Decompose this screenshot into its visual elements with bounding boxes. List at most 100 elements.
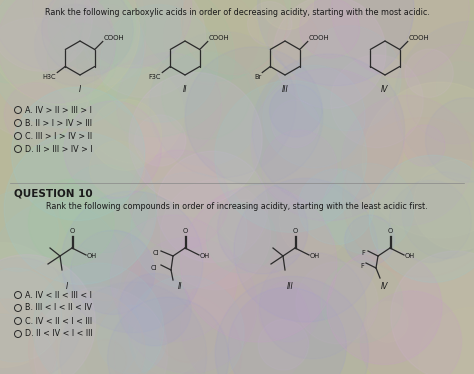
Circle shape [228,287,346,374]
Text: III: III [282,85,288,94]
Circle shape [91,99,162,171]
Circle shape [129,73,262,206]
Circle shape [0,0,115,103]
Text: F: F [361,250,365,256]
Circle shape [332,0,469,77]
Circle shape [121,237,257,373]
Circle shape [59,165,148,253]
Circle shape [300,0,360,58]
Circle shape [33,263,164,374]
Circle shape [327,249,442,365]
Text: H3C: H3C [43,74,56,80]
Circle shape [215,80,367,232]
Circle shape [405,49,453,97]
Text: O: O [388,228,393,234]
Circle shape [0,0,84,83]
Circle shape [33,0,144,71]
Circle shape [279,185,352,258]
Circle shape [426,98,474,182]
Circle shape [74,0,192,68]
Circle shape [185,47,323,185]
Circle shape [251,68,404,221]
Circle shape [0,18,94,138]
Text: II: II [183,85,187,94]
Circle shape [4,83,67,146]
Text: C. III > I > IV > II: C. III > I > IV > II [26,132,92,141]
Circle shape [0,299,57,374]
Circle shape [436,62,474,113]
Text: A. IV < II < III < I: A. IV < II < III < I [26,291,92,300]
Circle shape [114,292,241,374]
Circle shape [247,1,292,46]
Text: D. II > III > IV > I: D. II > III > IV > I [26,144,93,153]
Text: Cl: Cl [151,265,157,271]
Circle shape [0,0,92,71]
Text: OH: OH [87,253,97,259]
Circle shape [268,13,318,63]
Circle shape [272,100,319,148]
Circle shape [4,132,156,284]
Circle shape [321,261,402,343]
Circle shape [98,305,166,374]
Circle shape [28,291,145,374]
Circle shape [362,82,474,238]
Circle shape [413,160,474,250]
Circle shape [0,0,139,105]
Circle shape [296,26,401,131]
Circle shape [360,291,462,374]
Text: Br: Br [254,74,261,80]
Circle shape [0,0,144,128]
Text: Cl: Cl [153,250,159,256]
Circle shape [131,172,247,288]
Text: COOH: COOH [209,34,229,40]
Circle shape [137,0,290,82]
Circle shape [135,115,186,166]
Circle shape [257,0,414,86]
Circle shape [128,276,244,374]
Circle shape [65,4,146,85]
Circle shape [221,199,266,244]
Circle shape [258,319,309,370]
Circle shape [83,0,205,98]
Circle shape [0,191,59,272]
Circle shape [60,282,207,374]
Text: F: F [360,263,364,269]
Circle shape [260,252,366,359]
Circle shape [129,150,229,249]
Circle shape [100,4,218,122]
Text: QUESTION 10: QUESTION 10 [14,188,92,198]
Circle shape [0,255,95,374]
Text: C. IV < II < I < III: C. IV < II < I < III [26,316,92,325]
Text: COOH: COOH [104,34,125,40]
Circle shape [164,0,259,85]
Circle shape [159,305,217,362]
Text: B. III < I < II < IV: B. III < I < II < IV [26,303,92,313]
Circle shape [261,0,313,30]
Circle shape [367,301,408,342]
Circle shape [389,180,471,263]
Circle shape [117,52,222,157]
Text: O: O [293,228,298,234]
Circle shape [133,303,205,374]
Circle shape [404,125,445,166]
Circle shape [419,307,474,374]
Circle shape [42,0,133,76]
Circle shape [402,172,474,258]
Text: D. II < IV < I < III: D. II < IV < I < III [26,329,93,338]
Circle shape [150,31,296,178]
Circle shape [35,4,116,85]
Circle shape [0,314,57,374]
Circle shape [343,118,474,277]
Circle shape [118,273,191,346]
Circle shape [108,297,229,374]
Circle shape [263,65,365,168]
Circle shape [77,0,235,137]
Circle shape [0,268,62,362]
Circle shape [34,287,168,374]
Text: IV: IV [381,85,389,94]
Circle shape [273,0,386,108]
Circle shape [218,184,308,274]
Circle shape [181,186,337,342]
Circle shape [181,264,310,374]
Circle shape [369,155,474,282]
